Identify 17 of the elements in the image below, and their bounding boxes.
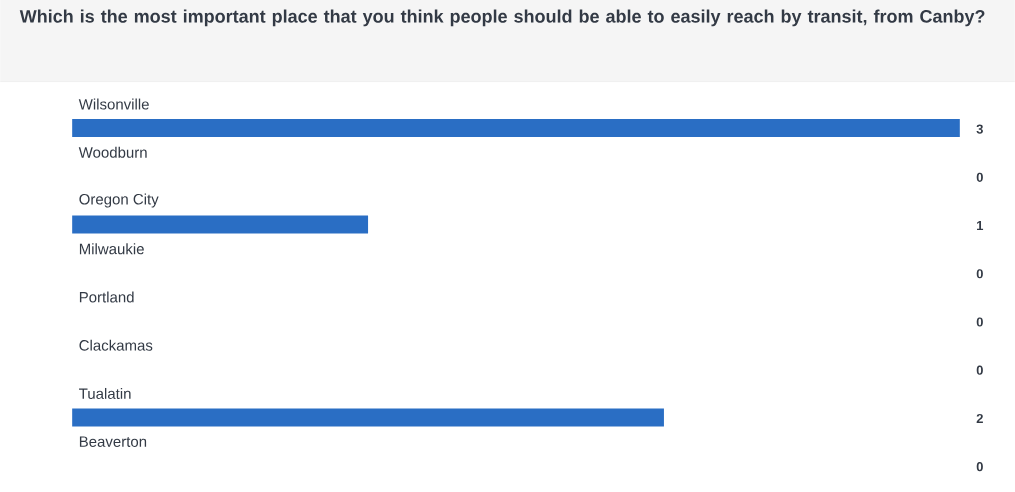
- y-tick-label: Milwaukie: [79, 243, 144, 255]
- y-tick-label: Tualatin: [79, 388, 131, 400]
- chart-title: Which is the most important place that you think people should be able to easily reach by transit, from Canby?: [19, 9, 985, 27]
- data-label: 0: [976, 365, 983, 375]
- data-label: 2: [976, 414, 983, 424]
- data-label: 1: [977, 221, 984, 231]
- data-label: 0: [976, 269, 983, 279]
- y-tick-label: Portland: [79, 291, 134, 303]
- y-tick-label: Woodburn: [78, 146, 147, 158]
- y-tick-label: Beaverton: [79, 436, 147, 448]
- y-tick-label: Wilsonville: [78, 98, 149, 110]
- data-label: 0: [976, 462, 983, 472]
- y-tick-label: Clackamas: [79, 339, 153, 351]
- data-label: 0: [976, 172, 983, 182]
- y-tick-label: Oregon City: [79, 193, 159, 208]
- data-label: 3: [976, 124, 983, 134]
- data-label: 0: [976, 317, 983, 327]
